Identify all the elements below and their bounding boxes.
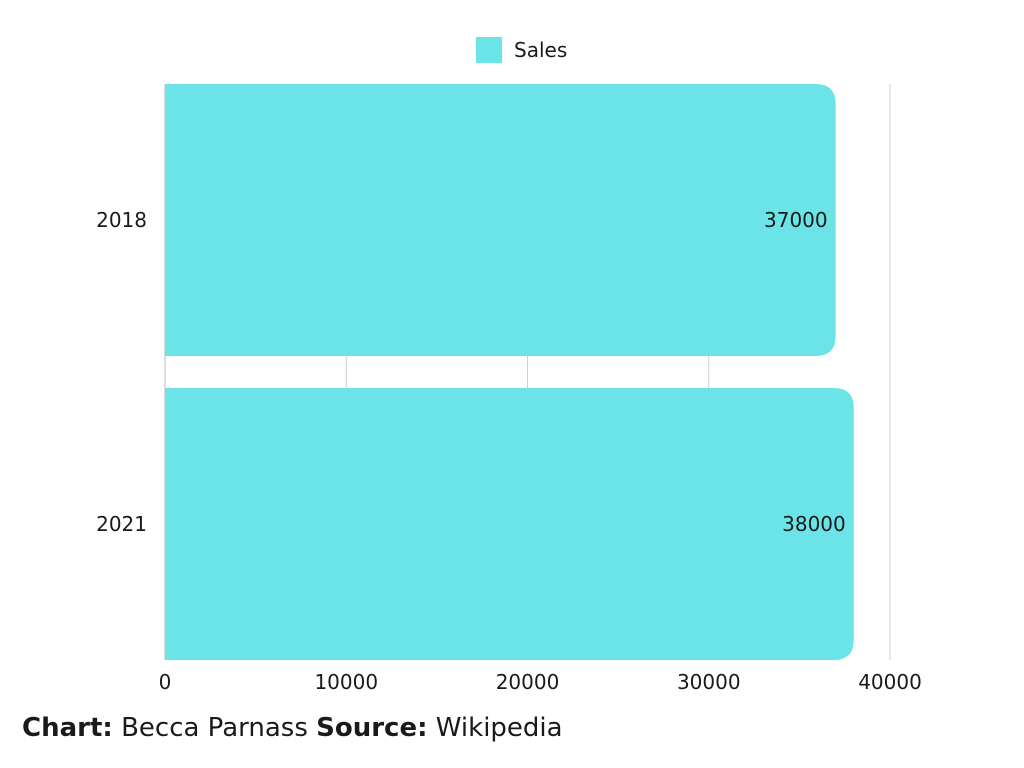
legend: Sales [476,36,567,64]
chart-credit-value: Becca Parnass [121,713,308,743]
x-tick-label: 0 [159,670,172,694]
source-credit-value: Wikipedia [435,713,563,743]
source-credit-key: Source: [316,713,428,743]
x-tick-label: 40000 [858,670,922,694]
bars [165,84,854,660]
legend-label: Sales [514,38,568,62]
chart-credits: Chart: Becca Parnass Source: Wikipedia [22,713,563,743]
category-labels: 2018 2021 [96,208,147,536]
data-label-2018: 37000 [764,208,828,232]
category-label-2018: 2018 [96,208,147,232]
legend-swatch [476,37,502,63]
data-labels: 37000 38000 [764,208,846,536]
bar-2018 [165,84,836,356]
category-label-2021: 2021 [96,512,147,536]
data-label-2021: 38000 [782,512,846,536]
x-tick-label: 30000 [677,670,741,694]
chart-credit-key: Chart: [22,713,113,743]
x-tick-labels: 0 10000 20000 30000 40000 [159,670,922,694]
bar-2021 [165,388,854,660]
x-tick-label: 10000 [314,670,378,694]
x-tick-label: 20000 [496,670,560,694]
